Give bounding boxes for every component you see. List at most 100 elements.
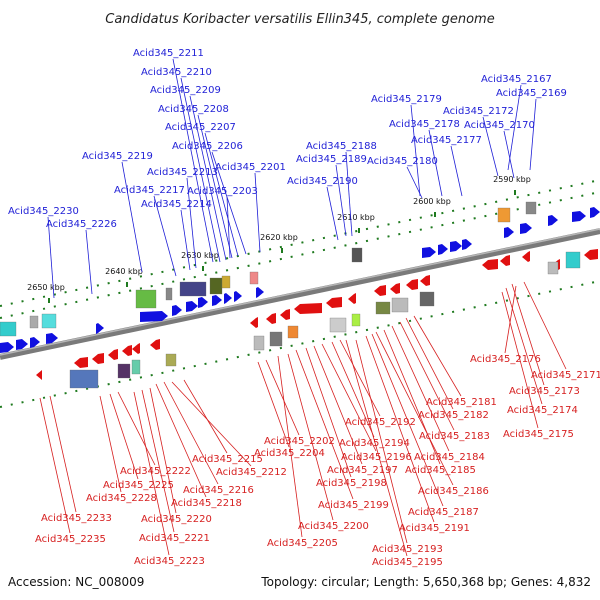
tick-label: 2630 kbp bbox=[181, 251, 219, 260]
callout-leader-top bbox=[428, 129, 443, 197]
dotted-track-line bbox=[0, 179, 600, 307]
gene-label-top: Acid345_2219 bbox=[82, 151, 153, 162]
reverse-gene-arrow bbox=[482, 259, 498, 270]
gene-label-top: Acid345_2213 bbox=[147, 167, 218, 178]
forward-gene-arrow bbox=[572, 211, 586, 222]
callout-leader-bottom bbox=[265, 359, 300, 436]
gene-label-top: Acid345_2167 bbox=[481, 74, 552, 85]
callout-leader-bottom bbox=[321, 343, 377, 452]
forward-gene-arrow bbox=[590, 207, 600, 218]
gene-domain-block bbox=[351, 313, 361, 327]
forward-gene-arrow bbox=[16, 339, 28, 350]
gene-label-top: Acid345_2177 bbox=[411, 135, 482, 146]
forward-gene-arrow bbox=[256, 287, 264, 298]
gene-label-bottom: Acid345_2181 bbox=[426, 397, 497, 408]
callout-leader-top bbox=[529, 98, 537, 171]
callout-leader-bottom bbox=[339, 339, 381, 417]
gene-label-top: Acid345_2169 bbox=[496, 88, 567, 99]
dna-axis-highlight bbox=[0, 228, 600, 356]
reverse-gene-arrow bbox=[420, 275, 430, 286]
gene-domain-block bbox=[179, 281, 207, 297]
callout-leader-bottom bbox=[413, 315, 462, 397]
callout-leader-top bbox=[121, 161, 143, 273]
forward-gene-arrow bbox=[224, 293, 232, 304]
tick-label: 2600 kbp bbox=[413, 197, 451, 206]
gene-label-bottom: Acid345_2205 bbox=[267, 538, 338, 549]
callout-leader-bottom bbox=[399, 321, 455, 431]
reverse-gene-arrow bbox=[390, 283, 400, 294]
gene-label-top: Acid345_2178 bbox=[389, 119, 460, 130]
forward-gene-arrow bbox=[46, 333, 58, 344]
gene-label-top: Acid345_2180 bbox=[367, 156, 438, 167]
callout-leader-bottom bbox=[109, 393, 139, 480]
callout-leader-bottom bbox=[155, 383, 207, 498]
gene-label-bottom: Acid345_2194 bbox=[339, 438, 410, 449]
callout-leader-top bbox=[450, 145, 463, 197]
tick-label: 2590 kbp bbox=[493, 175, 531, 184]
tick-label: 2650 kbp bbox=[27, 283, 65, 292]
gene-label-bottom: Acid345_2184 bbox=[414, 452, 485, 463]
callout-leader-bottom bbox=[383, 329, 441, 465]
gene-domain-block bbox=[391, 297, 409, 313]
callout-leader-bottom bbox=[287, 353, 334, 521]
callout-leader-bottom bbox=[39, 397, 71, 534]
tick-label: 2610 kbp bbox=[337, 213, 375, 222]
callout-leader-top bbox=[226, 196, 231, 259]
gene-label-top: Acid345_2201 bbox=[215, 162, 286, 173]
gene-label-bottom: Acid345_2198 bbox=[316, 478, 387, 489]
gene-label-bottom: Acid345_2195 bbox=[372, 557, 443, 568]
gene-label-top: Acid345_2226 bbox=[46, 219, 117, 230]
callout-leader-top bbox=[410, 104, 421, 197]
callout-leader-bottom bbox=[523, 281, 567, 370]
gene-label-top: Acid345_2170 bbox=[464, 120, 535, 131]
callout-leader-bottom bbox=[355, 339, 408, 544]
callout-leader-top bbox=[211, 151, 247, 255]
reverse-gene-arrow bbox=[522, 251, 530, 262]
gene-label-top: Acid345_2207 bbox=[165, 122, 236, 133]
gene-label-top: Acid345_2210 bbox=[141, 67, 212, 78]
callout-leader-bottom bbox=[141, 389, 175, 533]
callout-leader-top bbox=[406, 166, 423, 199]
callout-leader-top bbox=[254, 172, 261, 253]
reverse-gene-arrow bbox=[326, 297, 342, 308]
forward-gene-arrow bbox=[140, 311, 168, 322]
gene-label-bottom: Acid345_2197 bbox=[327, 465, 398, 476]
gene-label-top: Acid345_2179 bbox=[371, 94, 442, 105]
gene-label-bottom: Acid345_2216 bbox=[183, 485, 254, 496]
gene-label-top: Acid345_2208 bbox=[158, 104, 229, 115]
forward-gene-arrow bbox=[450, 241, 462, 252]
gene-label-bottom: Acid345_2225 bbox=[103, 480, 174, 491]
gene-label-bottom: Acid345_2193 bbox=[372, 544, 443, 555]
gene-domain-block bbox=[249, 271, 259, 285]
forward-gene-arrow bbox=[462, 239, 472, 250]
gene-label-bottom: Acid345_2200 bbox=[298, 521, 369, 532]
gene-domain-block bbox=[135, 289, 157, 309]
gene-label-bottom: Acid345_2183 bbox=[419, 431, 490, 442]
callout-leader-top bbox=[507, 84, 522, 171]
gene-label-top: Acid345_2206 bbox=[172, 141, 243, 152]
reverse-gene-arrow bbox=[266, 313, 276, 324]
gene-label-bottom: Acid345_2187 bbox=[408, 507, 479, 518]
gene-label-bottom: Acid345_2228 bbox=[86, 493, 157, 504]
callout-leader-top bbox=[326, 186, 339, 241]
forward-gene-arrow bbox=[234, 291, 242, 302]
forward-gene-arrow bbox=[186, 301, 198, 312]
reverse-gene-arrow bbox=[150, 339, 160, 350]
gene-label-top: Acid345_2209 bbox=[150, 85, 221, 96]
gene-label-top: Acid345_2211 bbox=[133, 48, 204, 59]
gene-domain-block bbox=[269, 331, 283, 347]
reverse-gene-arrow bbox=[250, 317, 258, 328]
callout-leader-bottom bbox=[391, 325, 450, 452]
callout-leader-top bbox=[335, 164, 347, 237]
gene-label-bottom: Acid345_2182 bbox=[418, 410, 489, 421]
accession-text: Accession: NC_008009 bbox=[8, 575, 144, 589]
gene-domain-block bbox=[221, 275, 231, 289]
forward-gene-arrow bbox=[548, 215, 558, 226]
callout-leader-top bbox=[345, 151, 353, 237]
gene-label-bottom: Acid345_2222 bbox=[120, 466, 191, 477]
gene-label-bottom: Acid345_2204 bbox=[254, 448, 325, 459]
callout-leader-top bbox=[197, 114, 233, 259]
dna-axis bbox=[0, 228, 600, 360]
callout-leader-top bbox=[482, 116, 499, 177]
